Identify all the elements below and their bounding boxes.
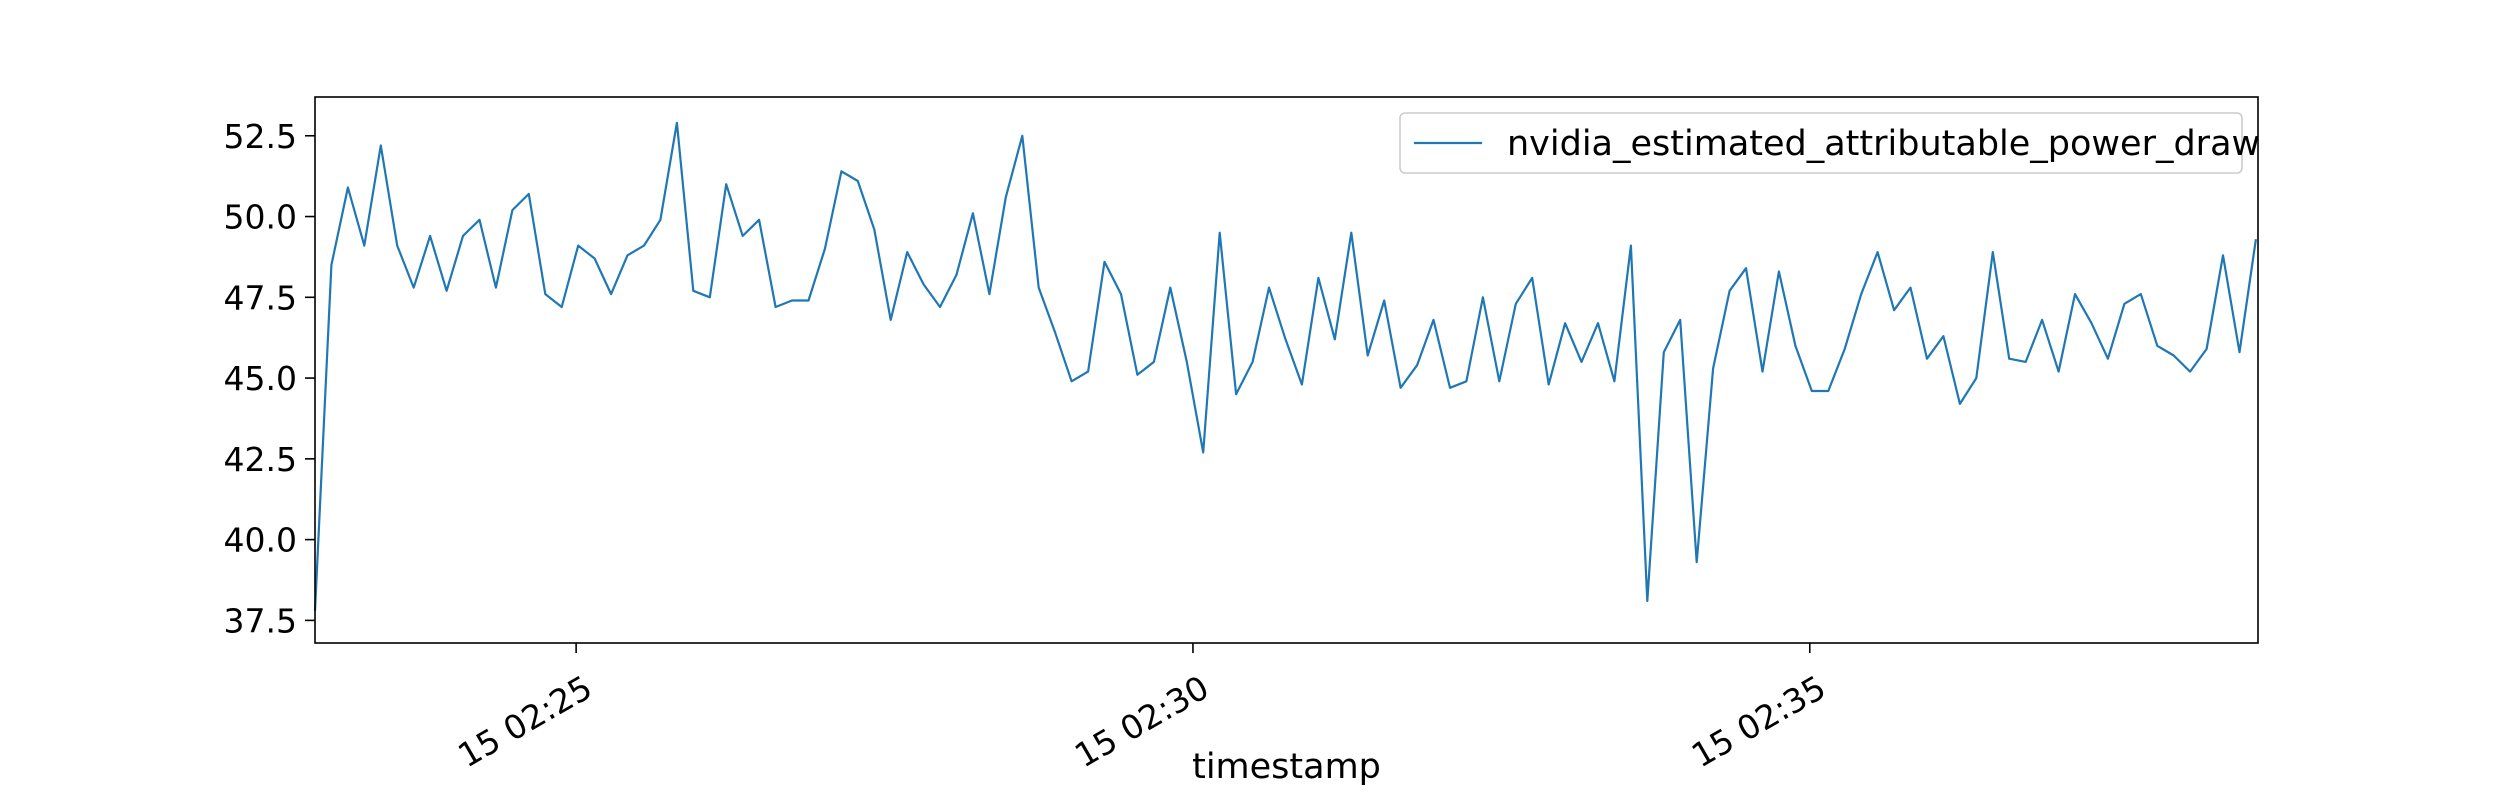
plot-frame bbox=[314, 96, 2259, 644]
y-tick-label: 42.5 bbox=[224, 440, 297, 479]
legend-box bbox=[1399, 112, 2243, 174]
y-tick-label: 37.5 bbox=[224, 601, 297, 640]
x-tick-label: 15 02:35 bbox=[1685, 668, 1832, 776]
y-tick-label: 50.0 bbox=[224, 198, 297, 237]
x-axis-title: timestamp bbox=[1192, 747, 1381, 787]
legend-label: nvidia_estimated_attributable_power_draw bbox=[1507, 124, 2260, 164]
legend: nvidia_estimated_attributable_power_draw bbox=[1399, 112, 2260, 174]
y-axis: 37.5 40.0 42.5 45.0 47.5 50.0 52.5 bbox=[224, 117, 315, 640]
plot-area bbox=[313, 121, 2257, 611]
y-tick-label: 47.5 bbox=[224, 278, 297, 317]
x-axis: 15 02:25 15 02:30 15 02:35 bbox=[451, 643, 1832, 775]
y-tick-label: 52.5 bbox=[224, 117, 297, 156]
series-line-0 bbox=[313, 121, 2257, 611]
y-tick-label: 45.0 bbox=[224, 359, 297, 398]
y-tick-label: 40.0 bbox=[224, 521, 297, 560]
x-tick-label: 15 02:25 bbox=[451, 668, 598, 776]
